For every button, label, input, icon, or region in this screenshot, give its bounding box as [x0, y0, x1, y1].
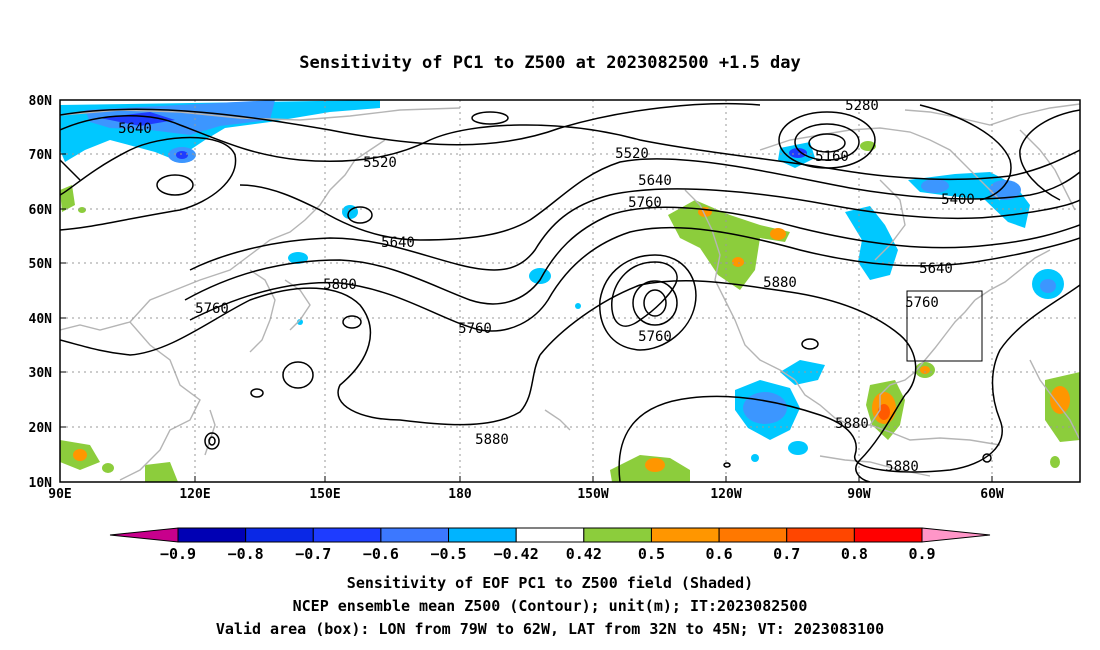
lon-label: 180	[448, 487, 472, 502]
contour-label: 5520	[363, 155, 397, 171]
contour-label: 5760	[628, 195, 662, 211]
figure-title: Sensitivity of PC1 to Z500 at 2023082500…	[299, 53, 801, 73]
colorbar-box	[245, 527, 314, 543]
lat-label: 40N	[29, 312, 53, 327]
colorbar-label: −0.7	[295, 545, 331, 563]
colorbar-box	[380, 527, 450, 543]
contour-label: 5760	[905, 295, 939, 311]
axis-ticks	[60, 153, 993, 482]
lon-label: 90E	[48, 487, 71, 502]
lat-label: 20N	[29, 421, 53, 436]
contour-label: 5880	[835, 416, 869, 432]
colorbar-label: −0.42	[494, 545, 539, 563]
colorbar-boxes	[177, 527, 923, 543]
contour-label: 5880	[885, 459, 919, 475]
lat-label: 10N	[29, 476, 53, 491]
colorbar-low-end	[109, 527, 179, 543]
colorbar-box	[515, 527, 585, 543]
contour-labels: 5640 5520 5520 5640 5760 5640 5880 5760 …	[118, 98, 975, 475]
contour-label: 5520	[615, 146, 649, 162]
colorbar-box	[786, 527, 855, 543]
lat-label: 80N	[29, 94, 53, 109]
lon-label: 60W	[980, 487, 1004, 502]
colorbar-label: 0.6	[706, 545, 733, 563]
colorbar-box	[718, 527, 788, 543]
colorbar-box	[583, 527, 652, 543]
contour-label: 5640	[638, 173, 672, 189]
contour-label: 5880	[323, 277, 357, 293]
colorbar-label: 0.5	[638, 545, 665, 563]
lat-label: 30N	[29, 366, 53, 381]
map-frame	[59, 99, 1081, 483]
contour-label: 5760	[638, 329, 672, 345]
contour-label: 5400	[941, 192, 975, 208]
lon-label: 90W	[847, 487, 871, 502]
caption-line-3: Valid area (box): LON from 79W to 62W, L…	[216, 620, 884, 638]
colorbar-label: −0.8	[228, 545, 264, 563]
caption-line-1: Sensitivity of EOF PC1 to Z500 field (Sh…	[347, 574, 753, 592]
longitude-labels: 90E 120E 150E 180 150W 120W 90W 60W	[48, 487, 1004, 502]
lon-label: 150W	[577, 487, 608, 502]
lat-label: 60N	[29, 203, 53, 218]
colorbar-label: 0.42	[566, 545, 602, 563]
z500-contours	[60, 102, 1080, 482]
lon-label: 120W	[710, 487, 741, 502]
colorbar-labels: −0.9 −0.8 −0.7 −0.6 −0.5 −0.42 0.42 0.5 0.6 0.7 0.…	[160, 545, 936, 563]
contour-label: 5880	[763, 275, 797, 291]
lat-label: 70N	[29, 148, 53, 163]
contour-label: 5760	[195, 301, 229, 317]
latitude-labels: 80N 70N 60N 50N 40N 30N 20N 10N	[29, 94, 53, 491]
colorbar-high-end	[921, 527, 991, 543]
colorbar-box	[177, 527, 247, 543]
contour-label: 5160	[815, 149, 849, 165]
colorbar-box	[853, 527, 923, 543]
map-area: 5640 5520 5520 5640 5760 5640 5880 5760 …	[60, 98, 1080, 482]
colorbar-label: 0.9	[908, 545, 935, 563]
lat-lon-grid	[60, 100, 1080, 482]
colorbar-box	[448, 527, 517, 543]
colorbar-label: −0.5	[430, 545, 466, 563]
lat-label: 50N	[29, 257, 53, 272]
colorbar-label: −0.6	[363, 545, 399, 563]
contour-label: 5880	[475, 432, 509, 448]
coastlines	[60, 103, 1080, 481]
colorbar-box	[312, 527, 382, 543]
colorbar-label: 0.7	[773, 545, 800, 563]
valid-area-box	[906, 290, 983, 362]
lon-label: 120E	[179, 487, 210, 502]
lon-label: 150E	[309, 487, 340, 502]
colorbar-box	[650, 527, 720, 543]
colorbar: −0.9 −0.8 −0.7 −0.6 −0.5 −0.42 0.42 0.5 0.6 0.7 0.…	[109, 527, 991, 563]
colorbar-label: −0.9	[160, 545, 196, 563]
contour-label: 5640	[381, 235, 415, 251]
contour-label: 5760	[458, 321, 492, 337]
colorbar-label: 0.8	[841, 545, 868, 563]
caption-line-2: NCEP ensemble mean Z500 (Contour); unit(…	[293, 597, 808, 615]
contour-label: 5640	[118, 121, 152, 137]
contour-label: 5640	[919, 261, 953, 277]
contour-label: 5280	[845, 98, 879, 114]
